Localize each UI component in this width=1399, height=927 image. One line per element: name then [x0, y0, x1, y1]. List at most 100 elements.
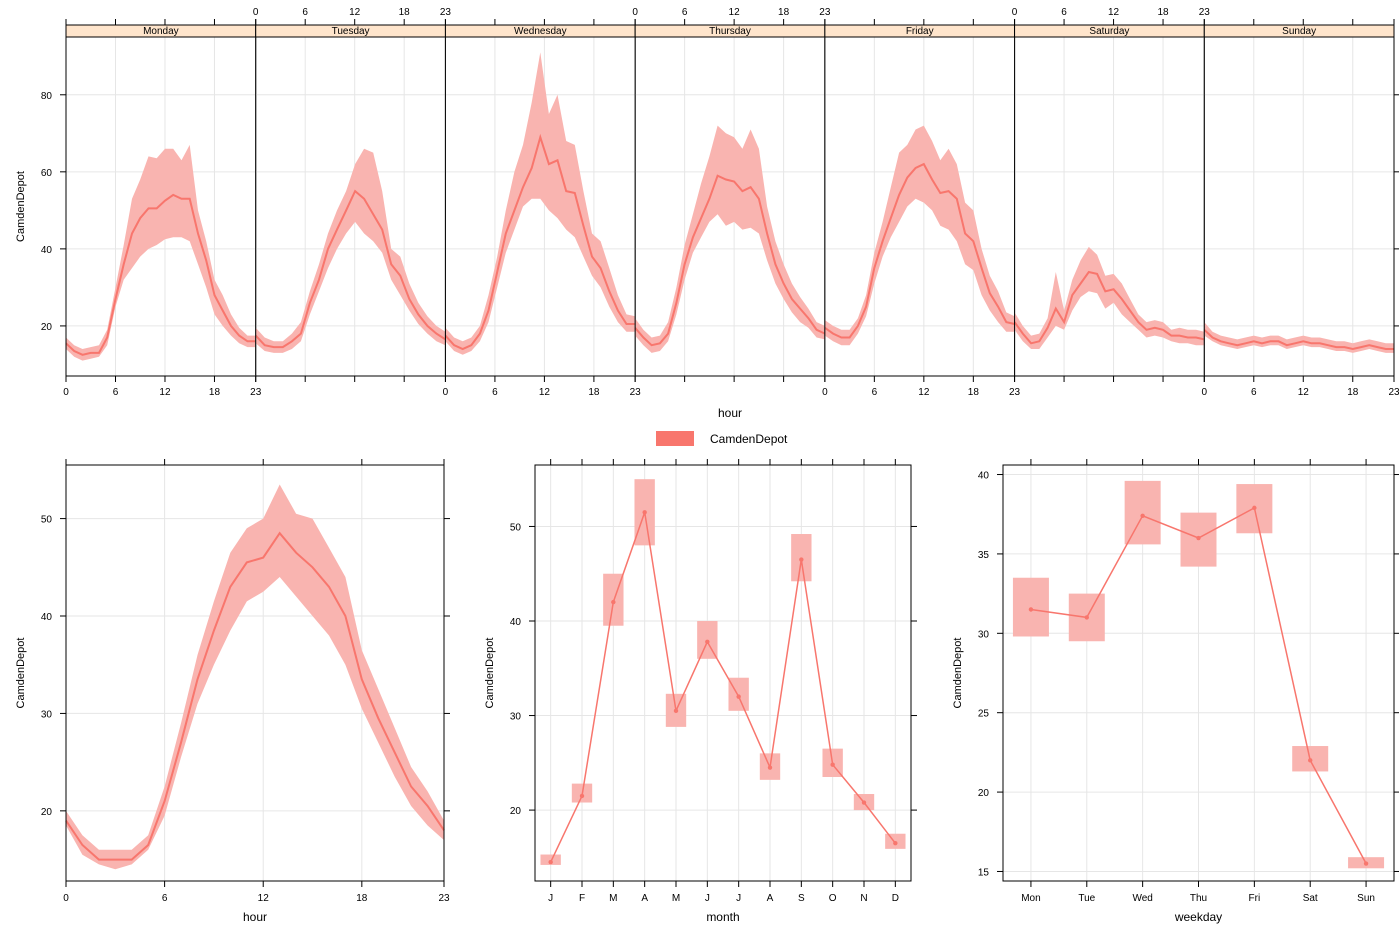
confidence-band [635, 125, 825, 353]
x-tick-label: 12 [159, 387, 171, 398]
data-point [736, 694, 741, 699]
panel-border [1203, 36, 1395, 377]
x-tick-label: 0 [632, 7, 638, 18]
y-tick-label: 20 [41, 322, 53, 333]
x-tick-label: J [548, 893, 553, 904]
x-tick-label: 12 [258, 893, 270, 904]
x-tick-label: 18 [968, 387, 980, 398]
y-tick-label: 80 [41, 91, 53, 102]
y-axis-title: CamdenDepot [484, 638, 496, 709]
confidence-band [1204, 322, 1394, 353]
x-tick-label: 18 [1157, 7, 1169, 18]
y-tick-label: 50 [510, 522, 522, 533]
x-tick-label: Thu [1190, 893, 1207, 904]
confidence-box [1124, 480, 1161, 545]
confidence-band [255, 148, 446, 353]
x-tick-label: Tue [1078, 893, 1095, 904]
x-tick-label: 18 [399, 7, 411, 18]
series-line [444, 133, 636, 351]
x-tick-label: 12 [918, 387, 930, 398]
strip-label: Sunday [1282, 26, 1316, 37]
y-tick-label: 40 [41, 245, 53, 256]
panel-border [534, 464, 912, 882]
data-point [767, 765, 773, 770]
y-tick-label: 60 [41, 168, 53, 179]
x-tick-label: 6 [492, 387, 498, 398]
x-tick-label: M [672, 893, 680, 904]
y-tick-label: 30 [978, 629, 990, 640]
x-tick-label: 23 [1009, 387, 1021, 398]
x-axis-title: month [706, 910, 739, 924]
data-point [705, 639, 710, 644]
x-tick-label: F [579, 893, 585, 904]
series-line [65, 193, 256, 356]
legend-swatch [656, 431, 694, 446]
data-point [673, 708, 679, 714]
x-tick-label: 18 [209, 387, 221, 398]
x-tick-label: J [736, 893, 741, 904]
x-tick-label: 0 [1202, 387, 1208, 398]
y-tick-label: 20 [41, 807, 53, 818]
data-point [799, 557, 804, 562]
confidence-box [1012, 577, 1049, 637]
series-line [254, 189, 446, 349]
confidence-box [540, 854, 561, 865]
data-point [1363, 861, 1369, 866]
x-tick-label: 18 [1347, 387, 1359, 398]
x-tick-label: 23 [630, 387, 642, 398]
x-tick-label: 12 [1108, 7, 1120, 18]
month-panel: J F M A M J J A S O N D 20 30 40 50 month CamdenDepot [484, 459, 917, 924]
x-tick-label: 12 [349, 7, 361, 18]
confidence-band [824, 125, 1015, 346]
confidence-band [66, 484, 444, 870]
y-tick-label: 20 [510, 806, 522, 817]
x-tick-label: 12 [1298, 387, 1310, 398]
x-tick-label: 23 [438, 893, 450, 904]
x-tick-label: 12 [539, 387, 551, 398]
y-tick-label: 20 [978, 788, 990, 799]
x-tick-label: 6 [1061, 7, 1067, 18]
data-point [1140, 513, 1145, 519]
data-point [579, 793, 585, 799]
series-line [824, 162, 1015, 339]
series-line [1013, 270, 1205, 345]
series-line [65, 531, 445, 861]
data-point [611, 599, 616, 605]
x-tick-label: Mon [1021, 893, 1040, 904]
y-tick-label: 35 [978, 550, 990, 561]
hour-panel: 0 6 12 18 23 20 30 40 50 hour CamdenDepot [15, 459, 450, 924]
strip-label: Monday [143, 26, 179, 37]
data-point [1196, 535, 1201, 541]
x-tick-label: 18 [588, 387, 600, 398]
y-tick-label: 30 [41, 709, 53, 720]
x-tick-label: Sun [1357, 893, 1375, 904]
x-tick-label: 0 [63, 387, 69, 398]
confidence-band [66, 144, 256, 361]
panel-border [1014, 36, 1205, 377]
y-tick-label: 50 [41, 515, 53, 526]
strip-label: Tuesday [332, 26, 370, 37]
x-tick-label: 0 [253, 7, 259, 18]
strip-label: Wednesday [514, 26, 567, 37]
x-tick-label: N [860, 893, 867, 904]
panel-border [65, 464, 445, 882]
y-axis-title: CamdenDepot [952, 638, 964, 709]
x-tick-label: 0 [1012, 7, 1018, 18]
strip-label: Friday [906, 26, 934, 37]
x-tick-label: 23 [440, 7, 452, 18]
x-tick-label: Sat [1303, 893, 1318, 904]
y-tick-label: 15 [978, 867, 990, 878]
data-point [861, 800, 867, 805]
x-tick-label: D [892, 893, 899, 904]
data-point [1028, 607, 1034, 612]
y-axis-title: CamdenDepot [15, 638, 27, 709]
confidence-band [445, 52, 636, 355]
x-tick-label: Wed [1132, 893, 1152, 904]
series-line [550, 512, 896, 863]
x-tick-label: 23 [1199, 7, 1211, 18]
x-tick-label: 0 [822, 387, 828, 398]
y-tick-label: 25 [978, 709, 990, 720]
series-line [1203, 329, 1394, 351]
x-tick-label: 6 [113, 387, 119, 398]
